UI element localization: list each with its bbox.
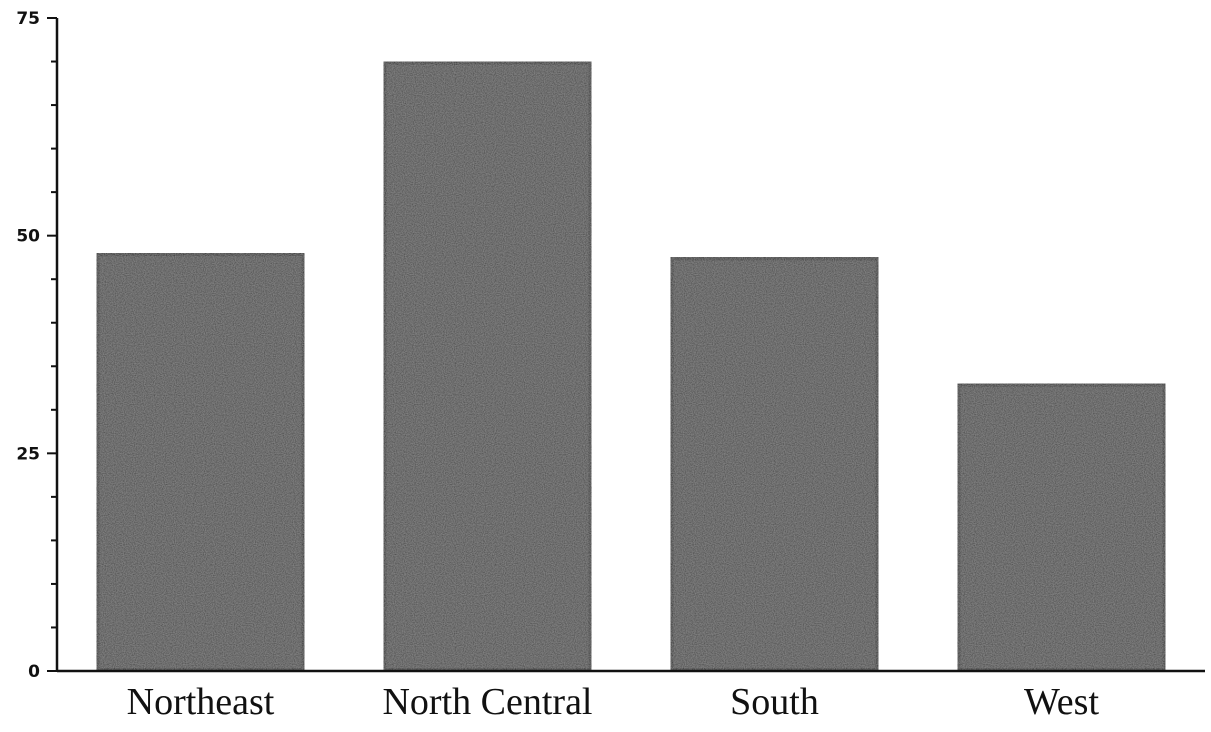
y-tick-label-0: 0 <box>28 662 40 682</box>
y-tick-label-75: 75 <box>16 9 40 29</box>
category-label-north-central: North Central <box>382 681 592 723</box>
category-label-south: South <box>730 681 819 723</box>
bars-group <box>93 58 1169 675</box>
category-labels-group: Northeast North Central South West <box>127 681 1100 723</box>
bar-north-central <box>380 58 595 675</box>
bar-south <box>667 254 882 674</box>
category-label-northeast: Northeast <box>127 681 275 723</box>
bar-northeast <box>93 250 308 675</box>
y-tick-labels-group: 0 25 50 75 <box>16 9 40 682</box>
y-tick-label-50: 50 <box>16 227 40 247</box>
bar-west <box>954 380 1169 674</box>
y-ticks-group <box>47 17 57 672</box>
category-label-west: West <box>1024 681 1099 723</box>
y-tick-label-25: 25 <box>16 444 40 464</box>
